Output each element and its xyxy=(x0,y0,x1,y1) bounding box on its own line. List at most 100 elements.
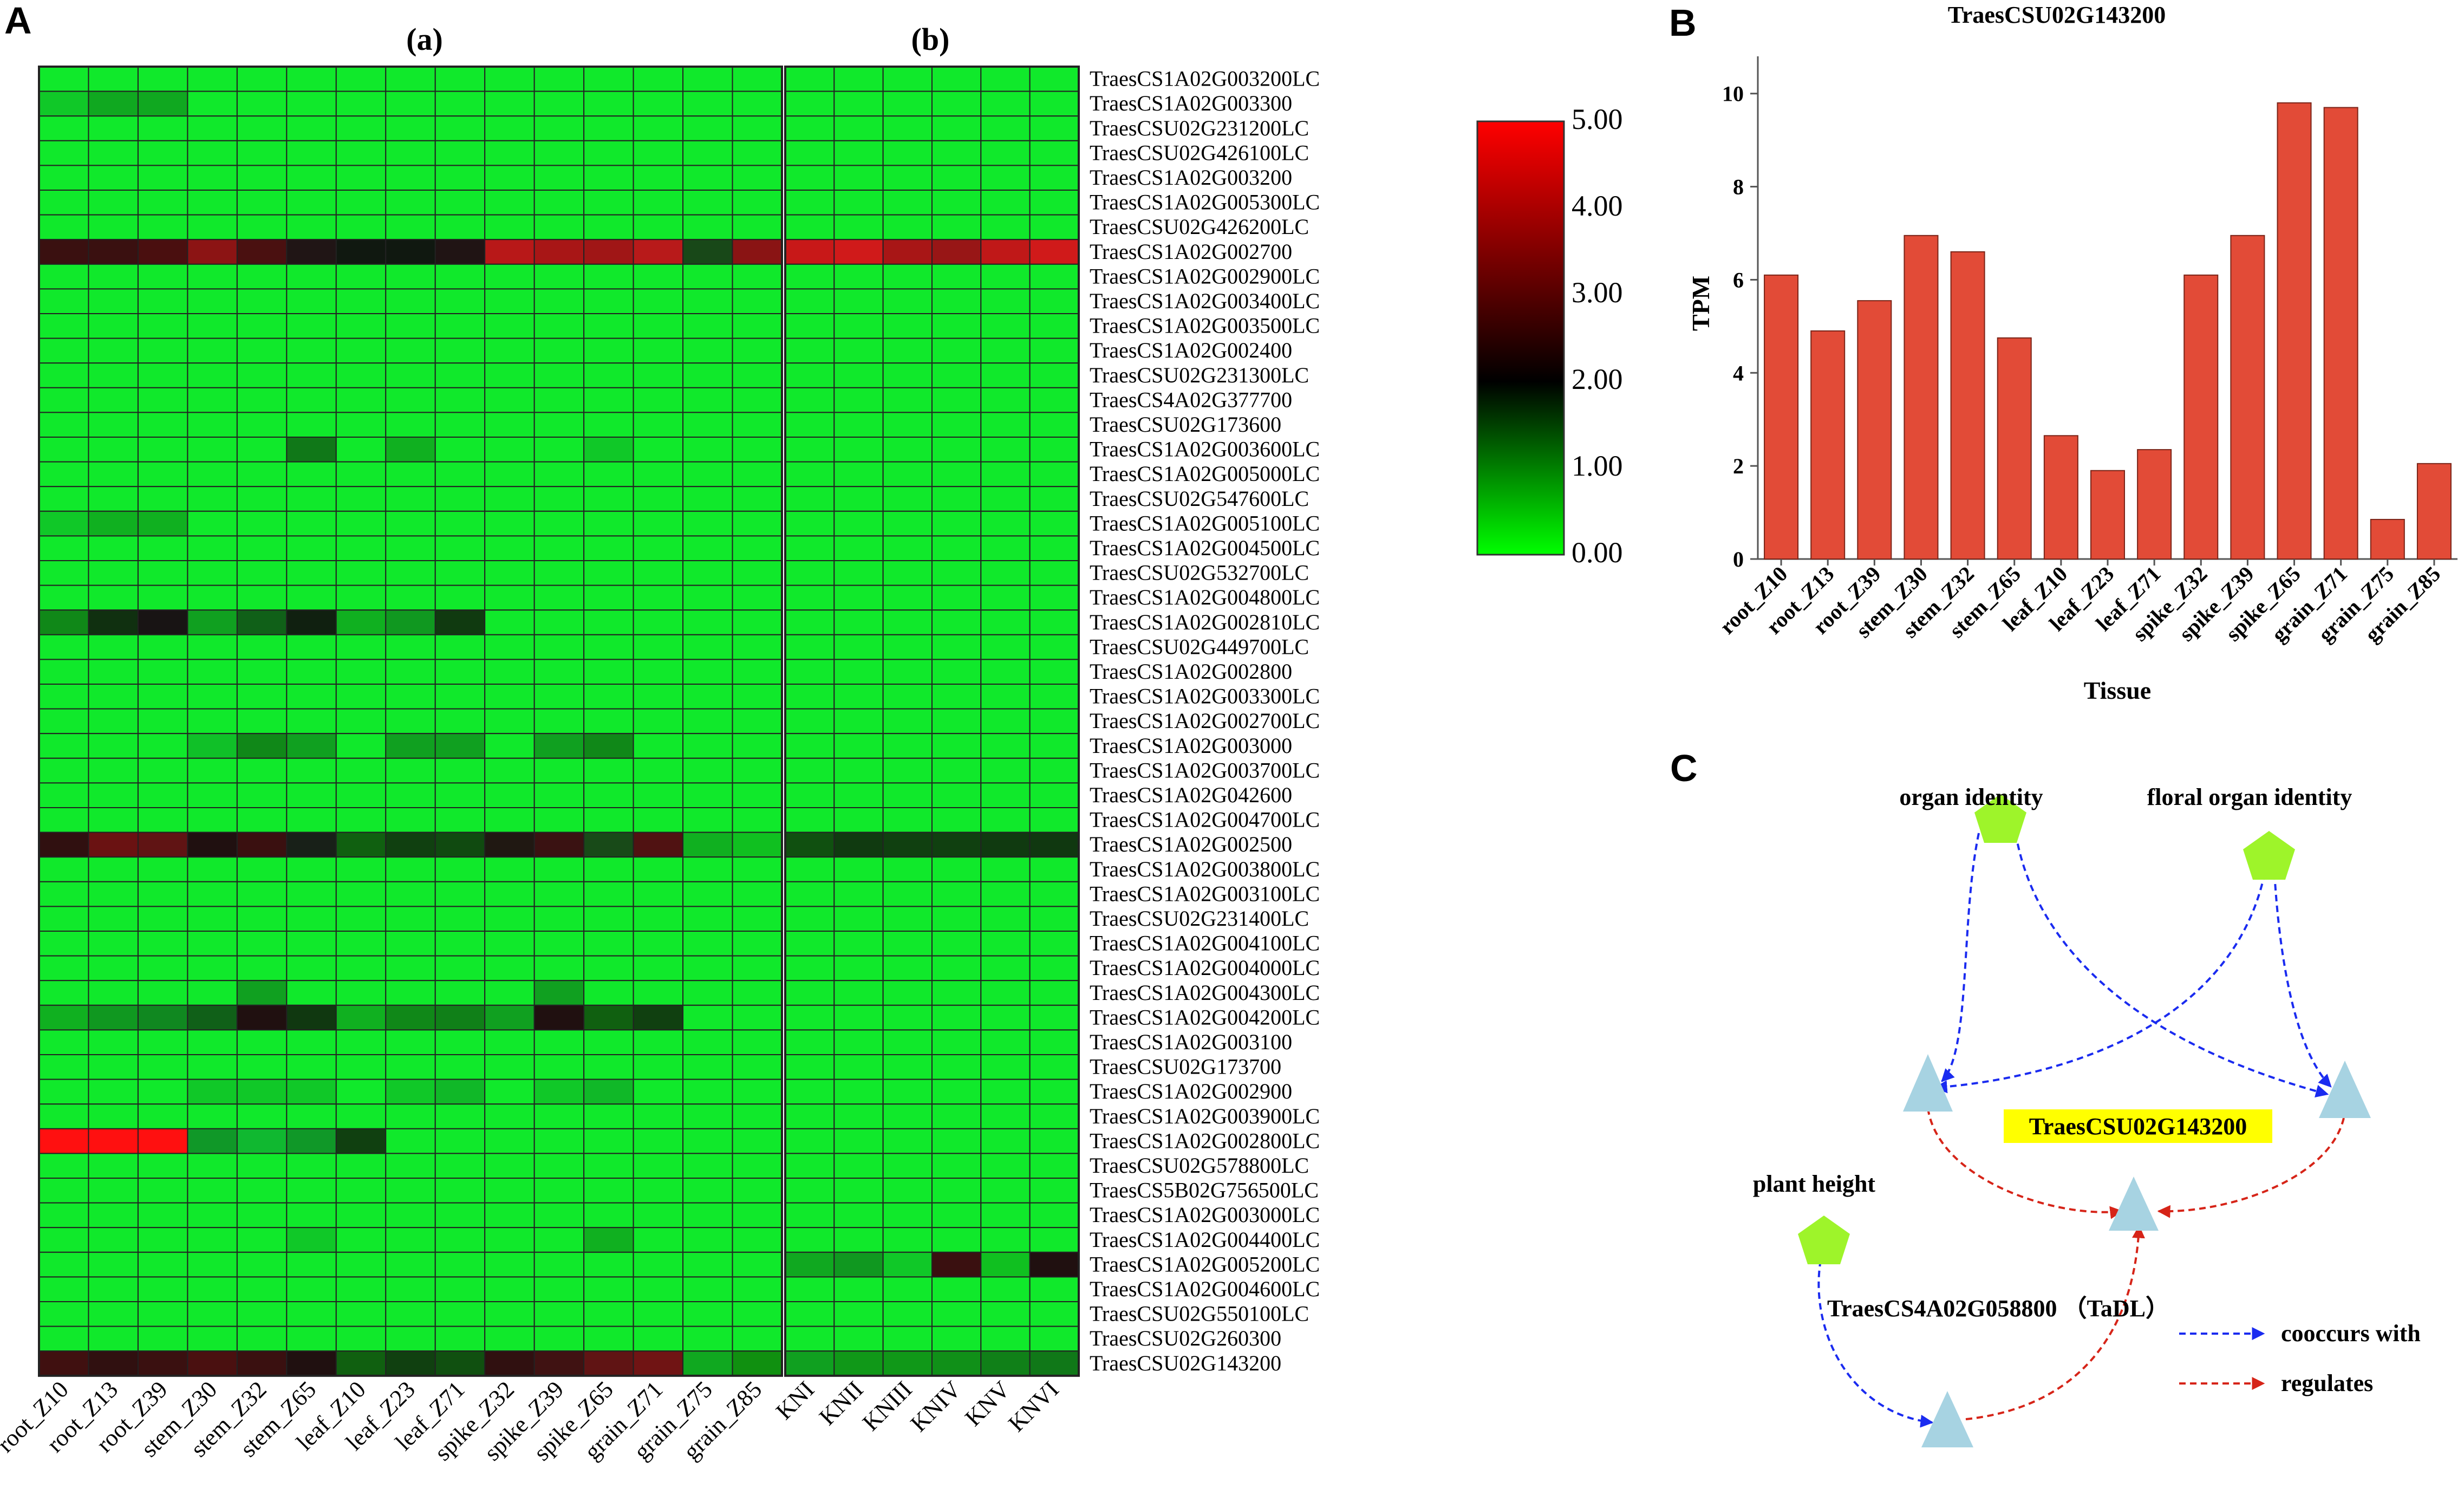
heatmap-cell xyxy=(533,535,585,562)
heatmap-cell xyxy=(38,1054,89,1080)
heatmap-cell xyxy=(484,313,535,339)
heatmap-cell xyxy=(286,807,337,833)
heatmap-cell xyxy=(785,831,835,858)
heatmap-cell xyxy=(732,387,783,413)
heatmap-cell xyxy=(980,1103,1031,1129)
heatmap-cell xyxy=(236,1004,288,1031)
heatmap-cell xyxy=(633,684,684,710)
heatmap-cell xyxy=(785,239,835,265)
trait-label-organ-identity: organ identity xyxy=(1899,784,2043,810)
heatmap-cell xyxy=(980,165,1031,191)
heatmap-cell xyxy=(931,437,982,463)
heatmap-cell xyxy=(583,66,634,92)
heatmap-gene-label: TraesCS1A02G004100LC xyxy=(1090,931,1320,956)
heatmap-gene-label: TraesCSU02G426200LC xyxy=(1090,215,1309,239)
heatmap-cell xyxy=(1029,757,1079,784)
heatmap-gene-label: TraesCS1A02G003500LC xyxy=(1090,314,1320,338)
heatmap-cell xyxy=(533,931,585,957)
heatmap-cell xyxy=(833,313,884,339)
heatmap-cell xyxy=(785,955,835,982)
heatmap-cell xyxy=(732,1029,783,1056)
heatmap-cell xyxy=(434,906,486,932)
heatmap-cell xyxy=(335,165,387,191)
heatmap-cell xyxy=(236,1301,288,1327)
heatmap-cell xyxy=(533,486,585,512)
heatmap-cell xyxy=(931,906,982,932)
heatmap-cell xyxy=(533,190,585,216)
heatmap-gene-label: TraesCS1A02G003000 xyxy=(1090,733,1292,758)
heatmap-cell xyxy=(785,1004,835,1031)
heatmap-cell xyxy=(833,980,884,1006)
heatmap-cell xyxy=(286,1103,337,1129)
heatmap-cell xyxy=(785,906,835,932)
heatmap-cell xyxy=(236,1103,288,1129)
heatmap-cell xyxy=(1029,1202,1079,1229)
heatmap-cell xyxy=(980,115,1031,141)
heatmap-cell xyxy=(931,1178,982,1204)
heatmap-cell xyxy=(785,1153,835,1179)
heatmap-cell xyxy=(931,1350,982,1376)
heatmap-cell xyxy=(484,584,535,611)
heatmap-cell xyxy=(236,1178,288,1204)
heatmap-cell xyxy=(583,313,634,339)
heatmap-cell xyxy=(682,263,733,290)
heatmap-cell xyxy=(633,1128,684,1154)
heatmap-cell xyxy=(88,510,139,537)
heatmap-cell xyxy=(583,955,634,982)
heatmap-cell xyxy=(1029,1004,1079,1031)
heatmap-cell xyxy=(236,856,288,882)
heatmap-cell xyxy=(38,90,89,117)
heatmap-cell xyxy=(785,856,835,882)
heatmap-cell xyxy=(633,906,684,932)
heatmap-cell xyxy=(931,461,982,488)
heatmap-cell xyxy=(583,1078,634,1105)
heatmap-cell xyxy=(785,412,835,438)
heatmap-cell xyxy=(583,1325,634,1352)
heatmap-cell xyxy=(434,239,486,265)
heatmap-cell xyxy=(286,560,337,586)
heatmap-cell xyxy=(682,140,733,166)
heatmap-cell xyxy=(732,955,783,982)
heatmap-cell xyxy=(484,684,535,710)
heatmap-cell xyxy=(583,733,634,759)
heatmap-cell xyxy=(137,560,188,586)
heatmap-cell xyxy=(583,412,634,438)
heatmap-cell xyxy=(980,560,1031,586)
heatmap-cell xyxy=(187,1178,238,1204)
heatmap-cell xyxy=(236,115,288,141)
heatmap-cell xyxy=(137,634,188,660)
heatmap-cell xyxy=(833,1178,884,1204)
heatmap-cell xyxy=(1029,1301,1079,1327)
heatmap-cell xyxy=(682,362,733,388)
heatmap-cell xyxy=(38,1004,89,1031)
heatmap-cell xyxy=(88,66,139,92)
heatmap-cell xyxy=(335,1301,387,1327)
heatmap-cell xyxy=(335,288,387,315)
heatmap-cell xyxy=(286,1054,337,1080)
heatmap-cell xyxy=(187,856,238,882)
heatmap-cell xyxy=(286,140,337,166)
heatmap-cell xyxy=(335,807,387,833)
heatmap-cell xyxy=(785,387,835,413)
heatmap-cell xyxy=(38,387,89,413)
heatmap-cell xyxy=(38,115,89,141)
heatmap-cell xyxy=(882,288,933,315)
heatmap-cell xyxy=(931,634,982,660)
heatmap-gene-labels: TraesCS1A02G003200LCTraesCS1A02G003300Tr… xyxy=(1090,67,1320,1375)
heatmap-cell xyxy=(980,1227,1031,1253)
heatmap-cell xyxy=(286,684,337,710)
heatmap-cell xyxy=(137,288,188,315)
heatmap-cell xyxy=(385,757,436,784)
heatmap-cell xyxy=(533,560,585,586)
heatmap-cell xyxy=(335,881,387,907)
heatmap-cell xyxy=(335,1202,387,1229)
heatmap-cell xyxy=(533,214,585,241)
heatmap-gene-label: TraesCS1A02G003300 xyxy=(1090,91,1292,115)
heatmap-cell xyxy=(633,980,684,1006)
heatmap-cell xyxy=(533,115,585,141)
heatmap-cell xyxy=(484,782,535,809)
heatmap-cell xyxy=(785,807,835,833)
heatmap-cell xyxy=(286,263,337,290)
heatmap-gene-label: TraesCSU02G578800LC xyxy=(1090,1153,1309,1178)
heatmap-cell xyxy=(583,634,634,660)
